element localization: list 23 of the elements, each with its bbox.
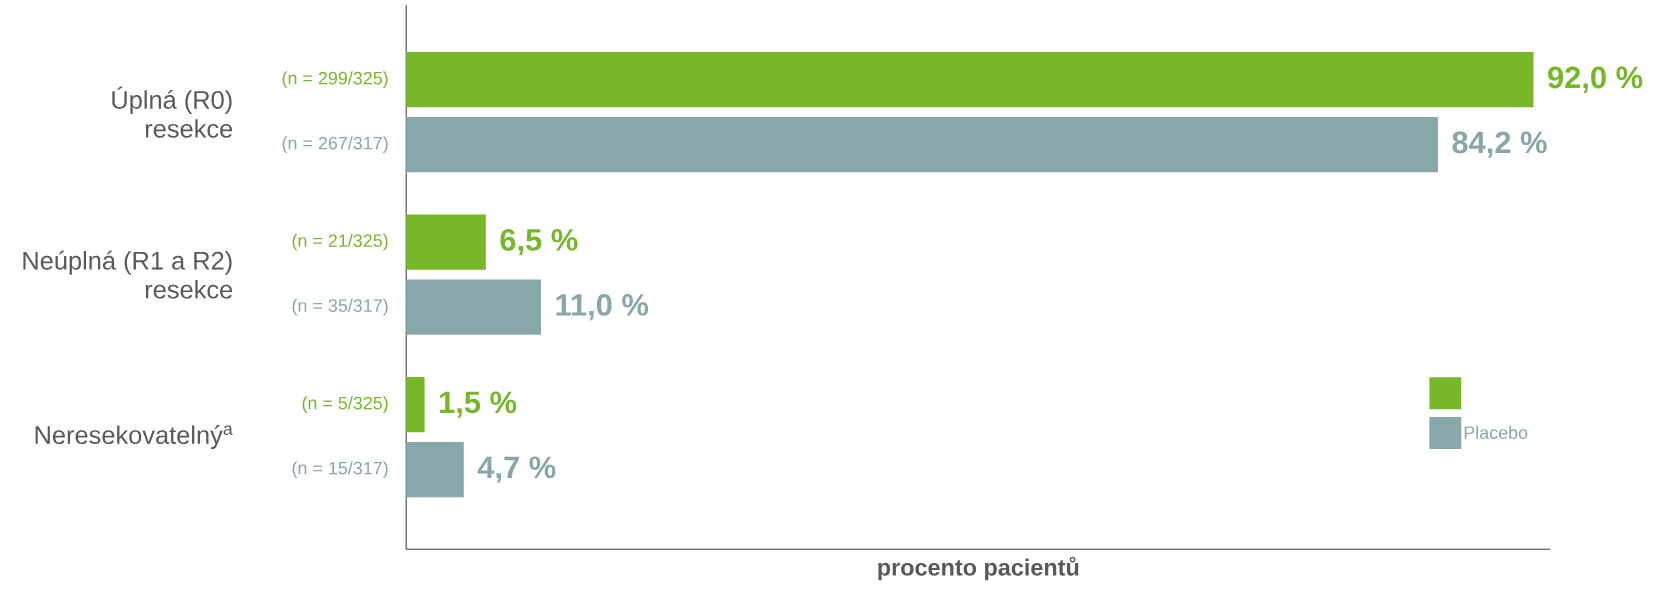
text: (n = 5/325) bbox=[302, 396, 388, 413]
bar bbox=[406, 117, 1438, 173]
data-label: 6,5 % bbox=[500, 228, 578, 256]
bar bbox=[406, 52, 1534, 108]
text: (n = 15/317) bbox=[292, 461, 388, 478]
y-tick-label: Neúplná (R1 a R2) resekce bbox=[23, 250, 233, 299]
y-tick-label: Neresekovatelný$^{a}$ bbox=[35, 425, 233, 450]
bar bbox=[406, 441, 464, 498]
data-label: 4,7 % bbox=[477, 456, 556, 483]
y-tick-label: Úplná (R0) resekce bbox=[112, 86, 233, 138]
bar bbox=[406, 376, 425, 433]
data-label: 92,0 % bbox=[1548, 66, 1643, 93]
data-label: 11,0 % bbox=[556, 293, 649, 321]
text: (n = 35/317) bbox=[292, 298, 388, 316]
bar bbox=[406, 279, 541, 335]
x-axis-title: procento pacientů bbox=[878, 556, 1079, 581]
data-label: 1,5 % bbox=[440, 391, 517, 418]
text: (n = 267/317) bbox=[282, 136, 388, 154]
text: (n = 21/325) bbox=[292, 233, 388, 251]
legend-label: Placebo bbox=[1464, 425, 1528, 439]
text: (n = 299/325) bbox=[282, 71, 388, 89]
bar bbox=[406, 214, 486, 270]
data-label: 84,2 % bbox=[1452, 131, 1547, 158]
